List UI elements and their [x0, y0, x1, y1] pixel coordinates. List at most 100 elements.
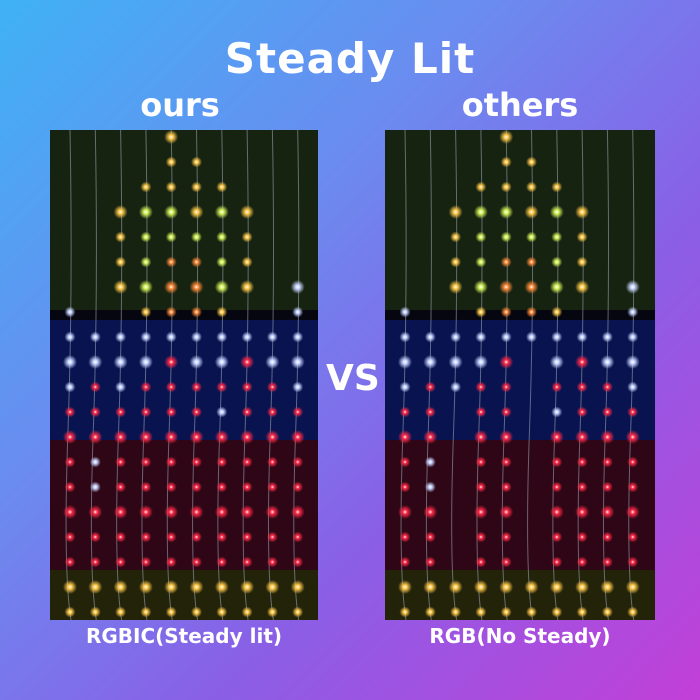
led-light	[424, 456, 436, 468]
led-light	[241, 531, 253, 543]
led-light	[191, 331, 202, 343]
led-light	[216, 381, 228, 393]
ours-label: ours	[140, 86, 220, 124]
led-light	[191, 406, 202, 418]
led-light	[240, 355, 255, 369]
led-light	[216, 231, 228, 243]
led-light	[499, 430, 514, 444]
led-light	[64, 406, 76, 418]
led-light	[399, 481, 411, 493]
led-light	[601, 406, 613, 418]
led-light	[424, 556, 436, 568]
led-light	[115, 331, 127, 343]
led-light	[551, 306, 563, 318]
led-light	[165, 231, 177, 243]
led-light	[551, 531, 563, 543]
led-light	[189, 205, 204, 219]
led-light	[575, 205, 590, 219]
led-light	[600, 580, 615, 594]
led-light	[191, 531, 202, 543]
led-light	[450, 331, 462, 343]
led-light	[475, 256, 487, 268]
led-light	[627, 406, 639, 418]
led-light	[627, 456, 639, 468]
led-light	[165, 406, 177, 418]
led-light	[113, 580, 128, 594]
led-light	[601, 606, 613, 618]
led-light	[475, 231, 487, 243]
led-light	[165, 331, 177, 343]
led-light	[214, 280, 229, 294]
led-light	[64, 481, 76, 493]
led-light	[625, 430, 640, 444]
led-light	[398, 505, 412, 519]
led-light	[88, 505, 103, 519]
glow-band	[50, 130, 318, 310]
led-light	[240, 280, 255, 294]
led-light	[89, 556, 101, 568]
led-light	[266, 531, 278, 543]
others-caption: RGB(No Steady)	[429, 624, 611, 648]
led-light	[164, 205, 179, 219]
led-light	[140, 306, 152, 318]
led-light	[216, 256, 228, 268]
led-light	[526, 306, 537, 318]
led-light	[601, 331, 613, 343]
led-light	[165, 156, 177, 168]
led-light	[63, 430, 77, 444]
led-light	[576, 531, 588, 543]
led-light	[89, 406, 101, 418]
led-light	[64, 306, 76, 318]
led-light	[164, 355, 179, 369]
led-light	[115, 406, 127, 418]
led-light	[140, 381, 152, 393]
led-light	[576, 456, 588, 468]
led-light	[499, 505, 514, 519]
led-light	[266, 331, 278, 343]
led-light	[424, 606, 436, 618]
led-light	[138, 505, 153, 519]
led-light	[500, 156, 512, 168]
led-light	[140, 606, 152, 618]
led-light	[115, 256, 127, 268]
led-light	[140, 231, 152, 243]
led-light	[292, 306, 304, 318]
led-light	[549, 205, 564, 219]
led-light	[191, 306, 202, 318]
led-light	[240, 580, 255, 594]
led-light	[292, 381, 304, 393]
led-light	[575, 355, 590, 369]
led-light	[63, 505, 77, 519]
led-light	[526, 606, 537, 618]
led-light	[241, 456, 253, 468]
led-light	[265, 355, 280, 369]
led-light	[164, 130, 179, 144]
led-light	[524, 580, 539, 594]
led-light	[140, 531, 152, 543]
led-light	[88, 430, 103, 444]
led-light	[165, 556, 177, 568]
led-light	[424, 531, 436, 543]
led-light	[499, 280, 514, 294]
led-light	[500, 331, 512, 343]
led-light	[89, 531, 101, 543]
led-light	[551, 481, 563, 493]
led-light	[575, 280, 590, 294]
led-light	[423, 355, 438, 369]
led-light	[138, 205, 153, 219]
led-light	[450, 256, 462, 268]
led-light	[240, 505, 255, 519]
led-light	[266, 606, 278, 618]
led-light	[424, 381, 436, 393]
led-light	[399, 331, 411, 343]
led-light	[576, 556, 588, 568]
vs-label: VS	[326, 358, 380, 399]
led-light	[423, 580, 438, 594]
led-light	[165, 481, 177, 493]
led-light	[576, 256, 588, 268]
led-light	[475, 331, 487, 343]
led-light	[292, 556, 304, 568]
led-light	[189, 355, 204, 369]
led-light	[189, 580, 204, 594]
led-light	[524, 280, 539, 294]
